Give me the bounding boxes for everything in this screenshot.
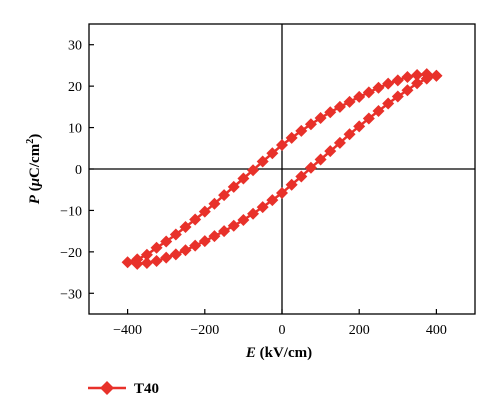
x-tick-label: −200	[190, 323, 219, 338]
data-point	[314, 153, 327, 166]
data-point	[324, 106, 337, 119]
x-axis-title: E (kV/cm)	[245, 345, 312, 361]
y-axis-title: P (μC/cm2)	[25, 134, 43, 204]
y-tick-label: 0	[75, 163, 82, 178]
data-point	[131, 257, 144, 270]
data-point	[411, 68, 424, 81]
data-point	[140, 257, 153, 270]
data-point	[227, 180, 240, 193]
data-point	[208, 197, 221, 210]
data-point	[420, 72, 433, 85]
data-point	[430, 69, 443, 82]
data-point	[372, 105, 385, 117]
data-point	[237, 172, 250, 185]
data-point	[285, 178, 298, 191]
axis-ticks: −400 −200 0 200 400 −30 −20 −10 0 10 20 30	[60, 39, 447, 338]
data-point	[150, 254, 163, 267]
data-point	[198, 205, 211, 218]
data-point	[121, 256, 134, 269]
legend-label-t40: T40	[134, 381, 159, 397]
y-tick-label: 10	[68, 122, 82, 137]
zero-lines	[89, 24, 475, 314]
data-point	[266, 147, 279, 160]
data-point	[160, 251, 173, 264]
data-point	[227, 219, 240, 232]
data-point	[189, 239, 202, 252]
data-point	[150, 241, 163, 254]
y-tick-label: −20	[60, 246, 82, 261]
legend: T40	[88, 381, 159, 397]
data-point	[198, 235, 211, 248]
data-point	[189, 213, 202, 226]
data-point	[276, 187, 288, 200]
legend-diamond-marker	[100, 381, 114, 395]
data-point	[314, 112, 327, 125]
data-point	[160, 235, 173, 248]
data-point	[343, 95, 356, 108]
data-point	[391, 74, 404, 87]
x-tick-label: 0	[279, 323, 286, 338]
data-point	[169, 228, 182, 241]
y-tick-label: −30	[60, 287, 82, 302]
data-point	[353, 120, 366, 133]
data-point	[179, 244, 192, 257]
data-point	[333, 136, 346, 149]
data-point	[266, 194, 279, 207]
data-point	[362, 86, 375, 99]
data-point	[362, 112, 375, 125]
data-point	[353, 90, 366, 103]
data-point	[169, 248, 182, 261]
data-point	[401, 84, 414, 97]
data-point	[218, 225, 231, 238]
x-tick-label: 200	[349, 323, 370, 338]
data-point	[372, 81, 385, 94]
data-point	[382, 77, 395, 90]
data-point	[256, 201, 269, 214]
data-point	[140, 248, 153, 261]
series-layer	[121, 68, 443, 270]
y-tick-label: 20	[68, 80, 82, 95]
data-point	[411, 77, 424, 90]
data-point	[324, 145, 337, 158]
data-point	[285, 131, 298, 144]
data-point	[304, 118, 317, 131]
y-tick-label: 30	[68, 39, 82, 54]
x-tick-label: 400	[426, 323, 447, 338]
data-point	[179, 221, 192, 233]
data-point	[208, 230, 221, 243]
data-point	[382, 97, 395, 110]
x-tick-label: −400	[113, 323, 142, 338]
data-point	[391, 90, 404, 103]
data-point	[247, 164, 260, 177]
data-point	[343, 128, 356, 141]
data-point	[247, 207, 260, 220]
data-point	[333, 100, 346, 113]
data-point	[237, 213, 250, 226]
data-point	[218, 189, 231, 202]
data-point	[304, 161, 317, 174]
y-tick-label: −10	[60, 204, 82, 219]
data-point	[295, 170, 308, 183]
data-point	[276, 138, 288, 151]
data-point	[401, 71, 414, 84]
data-point	[295, 124, 308, 137]
data-point	[256, 155, 269, 168]
